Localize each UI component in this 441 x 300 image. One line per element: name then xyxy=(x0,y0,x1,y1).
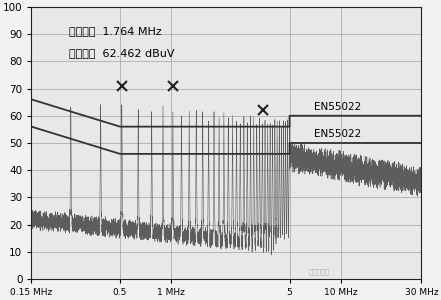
Text: 电子发烧友: 电子发烧友 xyxy=(309,269,330,275)
Text: EN55022: EN55022 xyxy=(314,129,362,139)
Text: 标记频率  1.764 MHz: 标记频率 1.764 MHz xyxy=(69,26,162,36)
Text: 标记电平  62.462 dBuV: 标记电平 62.462 dBuV xyxy=(69,48,175,58)
Text: EN55022: EN55022 xyxy=(314,102,362,112)
